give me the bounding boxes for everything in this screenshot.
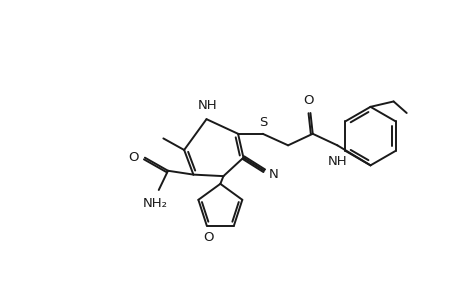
Text: NH₂: NH₂ [143, 197, 168, 210]
Text: NH: NH [197, 99, 217, 112]
Text: NH: NH [327, 154, 347, 168]
Text: O: O [303, 94, 313, 107]
Text: S: S [259, 116, 267, 129]
Text: N: N [268, 168, 278, 181]
Text: O: O [128, 151, 139, 164]
Text: O: O [202, 231, 213, 244]
